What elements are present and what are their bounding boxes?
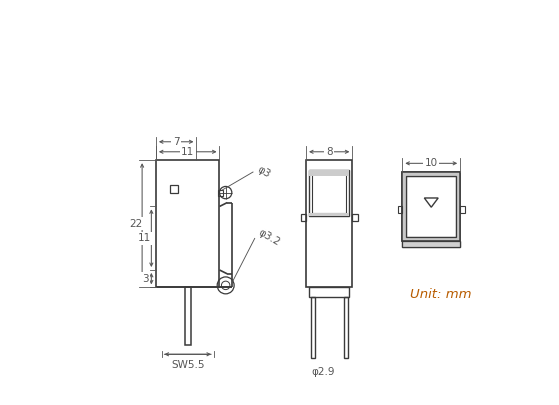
- Text: 11: 11: [138, 233, 151, 243]
- Text: 10: 10: [425, 158, 438, 168]
- Bar: [352, 213, 358, 221]
- Bar: [344, 296, 348, 358]
- Text: 7: 7: [173, 137, 179, 147]
- Text: SW5.5: SW5.5: [171, 360, 205, 370]
- Bar: [309, 170, 349, 216]
- Text: 22: 22: [129, 219, 143, 229]
- Bar: [218, 190, 222, 196]
- Bar: [406, 176, 456, 237]
- Bar: [156, 160, 220, 287]
- Text: φ3.2: φ3.2: [257, 228, 282, 248]
- Bar: [312, 173, 346, 213]
- Bar: [406, 176, 456, 237]
- Bar: [402, 172, 406, 241]
- Bar: [402, 172, 460, 241]
- Bar: [311, 296, 315, 358]
- Text: 3: 3: [142, 274, 149, 284]
- Bar: [306, 160, 352, 287]
- Bar: [402, 241, 460, 247]
- Bar: [456, 172, 460, 241]
- Bar: [402, 172, 460, 241]
- Bar: [301, 213, 306, 221]
- Text: Unit: mm: Unit: mm: [410, 288, 472, 301]
- Text: 11: 11: [181, 147, 195, 157]
- Text: φ2.9: φ2.9: [311, 367, 335, 377]
- Bar: [309, 287, 349, 296]
- Text: 8: 8: [326, 147, 333, 157]
- Bar: [402, 241, 460, 247]
- Text: φ3: φ3: [255, 164, 272, 179]
- Bar: [460, 206, 465, 213]
- Bar: [309, 170, 349, 177]
- Bar: [402, 172, 460, 176]
- Bar: [402, 237, 460, 241]
- Bar: [170, 185, 178, 193]
- Bar: [398, 206, 402, 213]
- Bar: [184, 287, 191, 345]
- Bar: [309, 213, 349, 216]
